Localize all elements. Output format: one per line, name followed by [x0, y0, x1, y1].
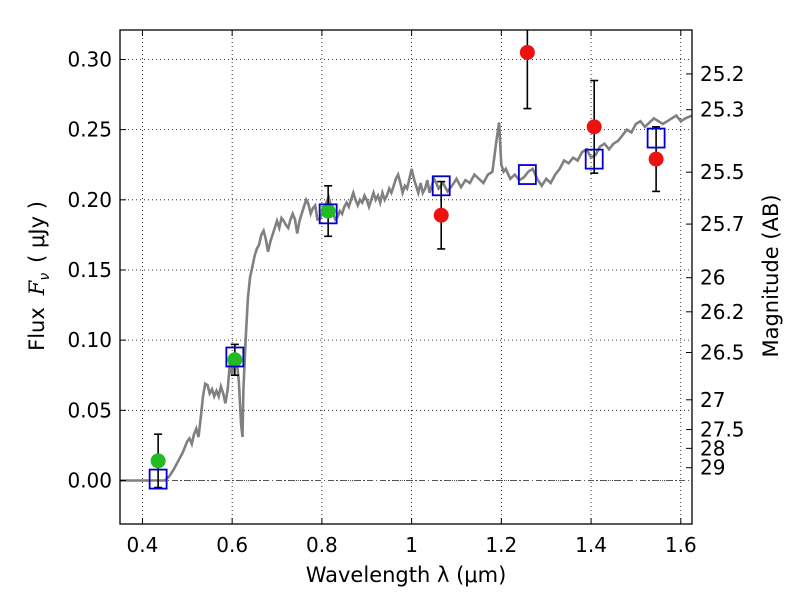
y-tick-label: 0.25 [67, 118, 112, 142]
y-axis-label-unit: ( μJy ) [25, 201, 49, 263]
y2-tick-label: 25.7 [700, 212, 745, 236]
y-tick-label: 0.10 [67, 328, 112, 352]
model-photometry-point-1 [225, 346, 245, 368]
data-point-1-0 [433, 207, 449, 223]
data-point-0-0 [150, 453, 166, 469]
y2-axis-label: Magnitude (AB) [759, 194, 783, 357]
y-axis-label-symbol: F [25, 279, 49, 296]
axis-ticks: 0.4 0.6 0.8 1 1.2 1.4 1.6 0.00 0.05 0.10 0.15 0.20 0… [67, 30, 745, 557]
x-tick-label: 0.8 [306, 533, 338, 557]
data-marks [148, 30, 666, 490]
y2-tick-label: 25.3 [700, 98, 745, 122]
y2-tick-label: 29 [700, 456, 725, 480]
model-photometry-point-2 [318, 203, 338, 225]
data-point-0-2 [320, 203, 336, 219]
plot-frame [119, 29, 693, 525]
y-axis-label-text: Flux [25, 307, 49, 351]
y2-tick-label: 27 [700, 388, 725, 412]
model-photometry-point-5 [584, 148, 604, 170]
model-photometry-point-6 [646, 127, 666, 149]
x-tick-label: 0.4 [127, 533, 159, 557]
x-tick-label: 1.2 [485, 533, 517, 557]
y-tick-label: 0.15 [67, 258, 112, 282]
y-tick-label: 0.30 [67, 47, 112, 71]
y2-tick-label: 25.2 [700, 62, 745, 86]
model-spectrum-line [120, 113, 693, 482]
y2-tick-label: 25.5 [700, 160, 745, 184]
svg-text:FluxFν( μJy ): Flux Fν ( μJy ) [25, 201, 53, 351]
model-photometry-point-3 [431, 175, 451, 197]
x-tick-label: 1.4 [575, 533, 607, 557]
y2-tick-label: 26.5 [700, 341, 745, 365]
y-tick-label: 0.05 [67, 398, 112, 422]
y-axis-label: Flux Fν ( μJy ) [25, 201, 53, 351]
data-point-0-1 [227, 352, 243, 368]
y2-tick-label: 28 [700, 436, 725, 460]
model-photometry-point-0 [148, 468, 168, 490]
y2-tick-label: 26.2 [700, 300, 745, 324]
y2-tick-label: 27.5 [700, 418, 745, 442]
x-axis-label: Wavelength λ (μm) [306, 563, 507, 587]
data-point-1-1 [519, 44, 535, 60]
y-axis-label-subscript: ν [37, 273, 53, 281]
data-point-1-3 [648, 151, 664, 167]
x-tick-label: 1.6 [665, 533, 697, 557]
y-tick-label: 0.00 [67, 468, 112, 492]
y2-tick-label: 26 [700, 266, 725, 290]
model-photometry-point-4 [517, 164, 537, 185]
x-tick-label: 1 [405, 533, 418, 557]
data-point-1-2 [586, 119, 602, 135]
y-tick-label: 0.20 [67, 188, 112, 212]
x-tick-label: 0.6 [216, 533, 248, 557]
